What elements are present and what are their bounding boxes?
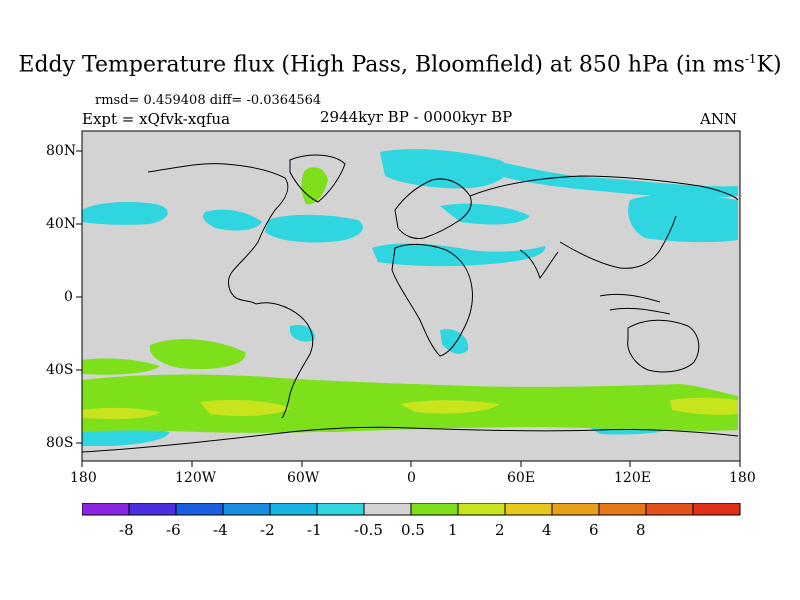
coast-australia bbox=[627, 319, 700, 373]
coast-greenland bbox=[289, 154, 346, 203]
map-title: Eddy Temperature flux (High Pass, Bloomf… bbox=[18, 52, 782, 78]
colorbar-label: -6 bbox=[166, 521, 181, 539]
colorbar-swatches bbox=[81, 502, 741, 516]
coastlines bbox=[82, 154, 739, 453]
colorbar-label: -4 bbox=[213, 521, 228, 539]
colorbar-swatch bbox=[598, 502, 647, 516]
colorbar-label: 8 bbox=[636, 521, 646, 539]
central-asia-cyan bbox=[440, 203, 530, 225]
strong-positive-regions bbox=[82, 397, 738, 420]
colorbar-label: 4 bbox=[542, 521, 552, 539]
coast-north-america bbox=[147, 163, 289, 305]
coast-europe bbox=[394, 178, 472, 239]
colorbar-swatch bbox=[269, 502, 318, 516]
north-atlantic-cyan bbox=[265, 214, 363, 243]
axis-ticks bbox=[76, 150, 741, 467]
east-pacific-green bbox=[149, 339, 246, 370]
south-atlantic-yellow bbox=[400, 400, 500, 414]
colorbar-swatch bbox=[175, 502, 224, 516]
north-pacific-west-cyan bbox=[628, 194, 738, 243]
south-west-pacific-yellow bbox=[82, 407, 160, 420]
y-label-80s: 80S bbox=[46, 435, 74, 451]
colorbar-label: 0.5 bbox=[401, 521, 425, 539]
x-label-180e: 180 bbox=[729, 470, 756, 486]
antarctic-pacific-cyan bbox=[82, 427, 170, 446]
colorbar-swatch bbox=[363, 502, 412, 516]
coast-antarctica bbox=[82, 426, 739, 453]
colorbar-swatch bbox=[316, 502, 365, 516]
colorbar-label: -2 bbox=[260, 521, 275, 539]
x-label-180w: 180 bbox=[70, 470, 97, 486]
south-pacific-yellow bbox=[200, 400, 290, 416]
coast-south-america bbox=[255, 302, 314, 419]
y-label-40n: 40N bbox=[46, 216, 77, 232]
north-pacific-cyan bbox=[82, 202, 168, 225]
x-label-120e: 120E bbox=[614, 470, 651, 486]
south-indian-yellow bbox=[670, 397, 738, 415]
colorbar-label: -8 bbox=[119, 521, 134, 539]
period-label: 2944kyr BP - 0000kyr BP bbox=[320, 108, 513, 126]
experiment-line: Expt = xQfvk-xqfua bbox=[82, 110, 231, 128]
y-label-80n: 80N bbox=[46, 143, 77, 159]
colorbar-label: 2 bbox=[495, 521, 505, 539]
coast-maritime bbox=[599, 293, 671, 315]
colorbar-swatch bbox=[504, 502, 553, 516]
colorbar-label: -0.5 bbox=[354, 521, 383, 539]
y-label-0: 0 bbox=[64, 289, 73, 305]
arctic-east-cyan bbox=[500, 162, 738, 198]
greenland-sea-cyan bbox=[380, 149, 509, 189]
south-africa-cyan bbox=[440, 329, 469, 354]
colorbar-swatch bbox=[128, 502, 177, 516]
colorbar-swatch bbox=[457, 502, 506, 516]
colorbar-swatch bbox=[551, 502, 600, 516]
x-label-0: 0 bbox=[407, 470, 416, 486]
colorbar bbox=[81, 502, 742, 557]
x-label-60e: 60E bbox=[507, 470, 536, 486]
south-pacific-west-cyan bbox=[290, 324, 315, 342]
colorbar-label: -1 bbox=[307, 521, 322, 539]
sub-antarctic-pacific-green bbox=[82, 358, 160, 375]
colorbar-swatch bbox=[410, 502, 459, 516]
y-label-40s: 40S bbox=[46, 362, 74, 378]
colorbar-label: 1 bbox=[448, 521, 458, 539]
stats-line: rmsd= 0.459408 diff= -0.0364564 bbox=[95, 93, 322, 108]
mediterranean-cyan bbox=[372, 243, 546, 267]
season-label: ANN bbox=[700, 110, 738, 128]
x-label-60w: 60W bbox=[287, 470, 320, 486]
colorbar-swatch bbox=[645, 502, 694, 516]
x-label-120w: 120W bbox=[175, 470, 217, 486]
negative-anomaly-regions bbox=[82, 149, 738, 446]
colorbar-swatch bbox=[81, 502, 130, 516]
colorbar-swatch bbox=[692, 502, 741, 516]
coast-asia bbox=[469, 175, 739, 269]
coast-africa bbox=[391, 243, 473, 357]
coast-india bbox=[519, 249, 559, 280]
colorbar-swatch bbox=[222, 502, 271, 516]
north-america-cyan bbox=[203, 209, 262, 231]
colorbar-label: 6 bbox=[589, 521, 599, 539]
